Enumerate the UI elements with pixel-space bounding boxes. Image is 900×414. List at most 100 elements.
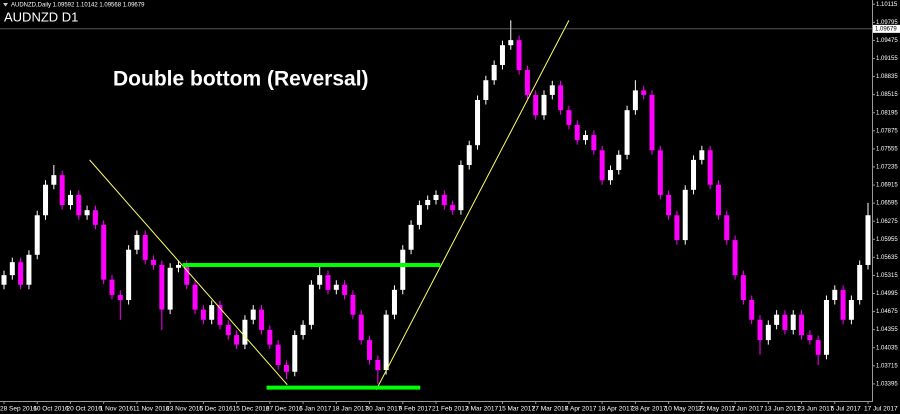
candle-body (657, 150, 663, 195)
candle-body (134, 235, 140, 250)
x-tick-label: 18 Apr 2017 (598, 406, 633, 413)
candle-body (499, 45, 505, 65)
candle-body (524, 70, 530, 95)
candle-body (549, 85, 555, 95)
candle-body (433, 194, 439, 200)
candle-body (51, 175, 57, 185)
candle-body (757, 319, 763, 341)
x-tick-label: 13 Jun 2017 (764, 406, 800, 413)
y-tick-label: 1.06275 (876, 219, 898, 225)
candle-body (574, 124, 580, 141)
candle-body (283, 364, 289, 372)
candle-body (807, 335, 813, 341)
x-tick-label: 5 Jul 2017 (831, 406, 861, 413)
candle-body (607, 170, 613, 181)
y-tick-label: 1.08835 (876, 74, 898, 80)
candle-body (151, 259, 157, 265)
candle-body (458, 164, 464, 211)
candle-body (533, 94, 539, 116)
candle-body (250, 309, 256, 320)
candle-body (34, 215, 40, 255)
y-tick-label: 1.06915 (876, 183, 898, 189)
candle-body (416, 205, 422, 225)
y-tick-label: 1.07235 (876, 165, 898, 171)
candle-body (275, 344, 281, 365)
drawn-line (375, 20, 570, 391)
candle-body (491, 64, 497, 81)
y-tick-label: 1.09155 (876, 56, 898, 62)
candle-body (400, 249, 406, 290)
candle-body (732, 240, 738, 276)
candle-body (691, 159, 697, 190)
candle-body (591, 135, 597, 151)
x-tick-label: 11 Nov 2016 (133, 406, 170, 413)
candle-body (740, 275, 746, 300)
header-icon (3, 3, 8, 7)
candle-body (217, 305, 223, 325)
candle-body (624, 110, 630, 155)
candle-body (425, 200, 431, 206)
candle-body (682, 189, 688, 241)
x-tick-label: 21 Feb 2017 (432, 406, 469, 413)
candle-body (674, 215, 680, 241)
candle-body (666, 194, 672, 216)
candle-body (466, 145, 472, 165)
candle-body (59, 175, 65, 206)
candle-body (649, 94, 655, 151)
candle-body (43, 184, 49, 216)
candle-body (317, 275, 323, 285)
candle-body (566, 110, 572, 125)
candle-body (375, 359, 381, 371)
candle-body (558, 85, 564, 111)
last-price-label: 1.09679 (875, 26, 897, 32)
candle-body (707, 150, 713, 185)
candle-body (799, 314, 805, 336)
candle-body (367, 340, 373, 360)
candle-body (848, 300, 854, 320)
candle-body (192, 284, 198, 310)
x-tick-label: 10 May 2017 (665, 406, 703, 413)
candle-body (765, 324, 771, 341)
candle-body (84, 210, 90, 216)
x-tick-label: 18 Jan 2017 (332, 406, 368, 413)
candle-body (1, 275, 7, 285)
candle-body (441, 194, 447, 206)
x-tick-label: 20 Oct 2016 (66, 406, 102, 413)
candle-body (715, 184, 721, 216)
y-tick-label: 1.04675 (876, 309, 898, 315)
candle-body (325, 275, 331, 290)
candle-body (450, 205, 456, 211)
y-tick-label: 1.04355 (876, 327, 898, 333)
candle-body (358, 314, 364, 341)
x-tick-label: 27 Dec 2016 (266, 406, 303, 413)
candle-body (541, 94, 547, 116)
candle-body (475, 100, 481, 146)
candle-body (209, 305, 215, 320)
candle-body (383, 314, 389, 371)
candle-body (242, 319, 248, 345)
candle-body (267, 329, 273, 345)
candle-body (9, 262, 15, 276)
candle-body (865, 215, 871, 265)
x-tick-label: 28 Sep 2016 (0, 406, 37, 413)
candle-body (632, 90, 638, 111)
candle-body (26, 254, 32, 285)
y-tick-label: 1.07875 (876, 128, 898, 134)
candle-body (200, 309, 206, 320)
candle-body (109, 279, 115, 295)
candle-body (167, 267, 173, 310)
candle-body (583, 135, 589, 141)
x-tick-label: 6 Jan 2017 (299, 406, 332, 413)
candle-body (142, 235, 148, 260)
candle-body (699, 150, 705, 160)
x-tick-label: 6 Apr 2017 (565, 406, 597, 413)
candle-body (616, 154, 622, 171)
candle-body (724, 215, 730, 241)
candle-body (308, 284, 314, 325)
candle-body (159, 264, 165, 310)
candle-body (508, 40, 514, 46)
candle-body (175, 264, 181, 268)
candle-body (92, 210, 98, 225)
